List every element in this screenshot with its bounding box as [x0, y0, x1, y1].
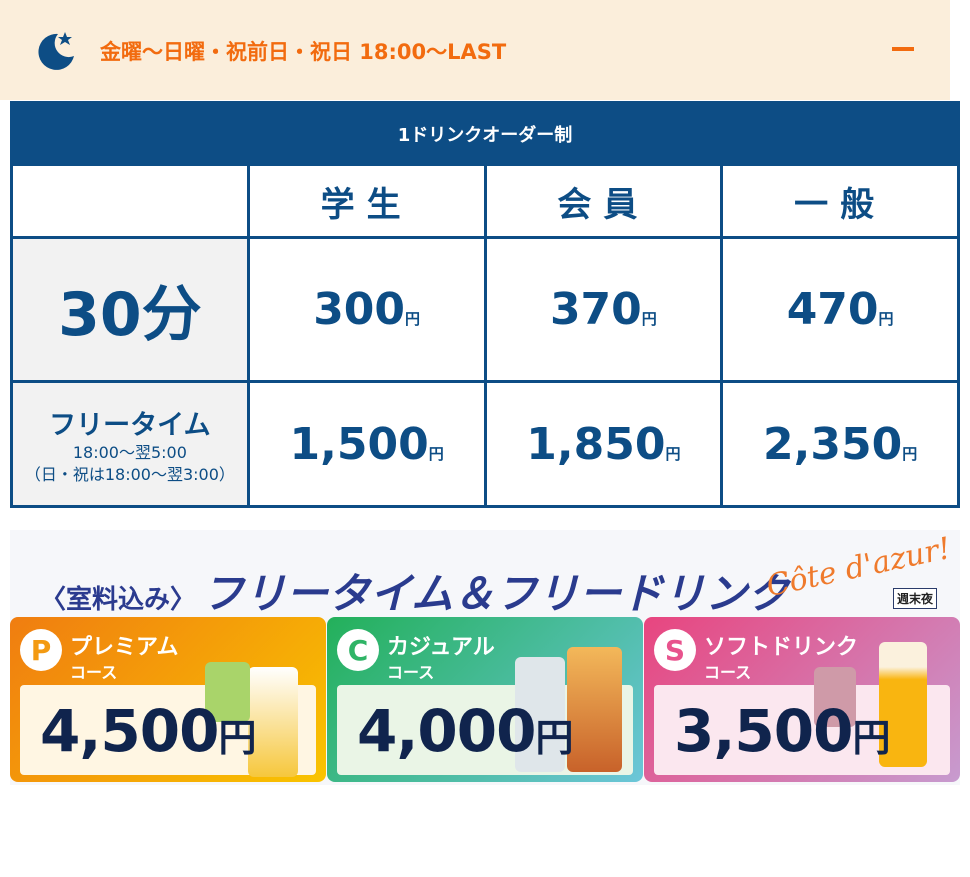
beer-image: [248, 667, 298, 777]
moon-star-icon: [38, 32, 74, 70]
column-header: 一般: [720, 163, 960, 239]
sour-image: [515, 657, 565, 772]
table-row: フリータイム 18:00〜翌5:00 （日・祝は18:00〜翌3:00） 1,5…: [10, 380, 960, 508]
column-header: 学生: [246, 163, 487, 239]
smoothie-image: [814, 667, 856, 727]
price-cell: 370円: [483, 236, 724, 383]
float-image: [879, 642, 927, 767]
table-row: 30分 300円 370円 470円: [10, 236, 960, 383]
price-table: 1ドリンクオーダー制 学生 会員 一般 30分 300円 370円 470円 フ…: [10, 101, 960, 508]
accordion-header[interactable]: 金曜〜日曜・祝前日・祝日 18:00〜LAST: [0, 0, 950, 100]
row-label: フリータイム 18:00〜翌5:00 （日・祝は18:00〜翌3:00）: [10, 380, 250, 508]
minus-icon[interactable]: [892, 47, 914, 51]
price-cell: 2,350円: [720, 380, 960, 508]
free-drink-banner: 〈室料込み〉 フリータイム＆フリードリンク Côte d'azur! 週末夜 P …: [10, 530, 960, 785]
casual-course-card[interactable]: C カジュアル コース 4,000円: [327, 617, 643, 782]
soft-drink-course-card[interactable]: S ソフトドリンク コース 3,500円: [644, 617, 960, 782]
table-caption: 1ドリンクオーダー制: [10, 101, 960, 166]
price-cell: 1,850円: [483, 380, 724, 508]
price-cell: 1,500円: [246, 380, 487, 508]
oolong-hai-image: [567, 647, 622, 772]
weekend-badge: 週末夜: [893, 588, 938, 609]
empty-cell: [10, 163, 250, 239]
column-header: 会員: [483, 163, 724, 239]
premium-course-card[interactable]: P プレミアム コース 4,500円: [10, 617, 326, 782]
row-label: 30分: [10, 236, 250, 383]
price-cell: 470円: [720, 236, 960, 383]
table-header-row: 学生 会員 一般: [10, 163, 960, 239]
price-cell: 300円: [246, 236, 487, 383]
banner-title: 〈室料込み〉 フリータイム＆フリードリンク: [40, 569, 790, 618]
accordion-title: 金曜〜日曜・祝前日・祝日 18:00〜LAST: [100, 40, 507, 64]
highball-image: [205, 662, 250, 722]
